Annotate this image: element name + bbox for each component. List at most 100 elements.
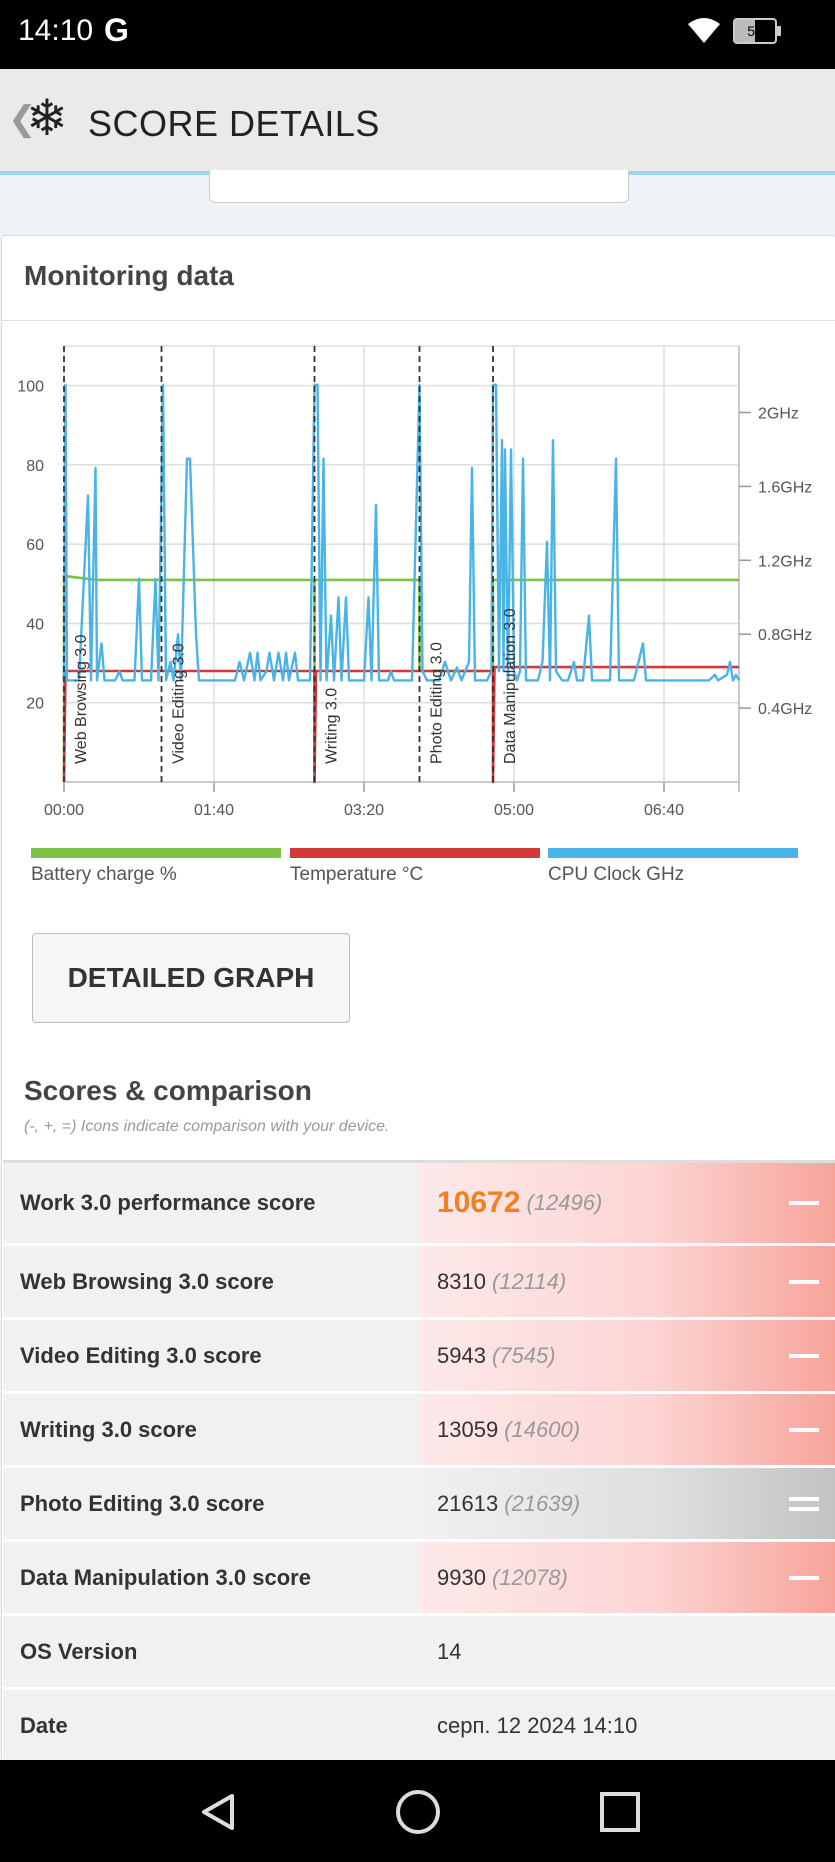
google-icon: G (104, 12, 129, 48)
equals-icon (789, 1496, 819, 1511)
legend-temperature: Temperature °C (290, 848, 540, 886)
x-tick-label: 03:20 (344, 802, 384, 819)
y-right-tick-label: 2GHz (758, 406, 799, 423)
row-value: 21613 (437, 1490, 499, 1516)
y-tick-label: 60 (26, 537, 44, 554)
row-label: Writing 3.0 score (20, 1416, 197, 1442)
legend-cpu: CPU Clock GHz (548, 848, 798, 886)
table-row: Video Editing 3.0 score 5943 (7545) (3, 1317, 835, 1391)
y-right-tick-label: 1.6GHz (758, 479, 812, 496)
segment-label: Data Manipulation 3.0 (502, 608, 519, 764)
y-tick-label: 40 (26, 616, 44, 633)
row-value: серп. 12 2024 14:10 (437, 1712, 638, 1738)
row-value: 5943 (437, 1342, 486, 1368)
minus-icon (789, 1575, 819, 1580)
nav-recents-icon[interactable] (600, 1792, 640, 1832)
row-compare: (12114) (491, 1268, 567, 1294)
table-row: Web Browsing 3.0 score 8310 (12114) (3, 1243, 835, 1317)
monitoring-chart: 20 40 60 80 100 00:00 01:40 03:20 05:00 06:40 0.4G… (17, 345, 812, 819)
nav-back-icon[interactable] (198, 1792, 238, 1832)
row-label: OS Version (20, 1638, 138, 1664)
row-label: Web Browsing 3.0 score (20, 1268, 274, 1294)
segment-label: Web Browsing 3.0 (73, 634, 90, 764)
row-value-cell: 10672 (12496) (420, 1163, 835, 1243)
x-tick-label: 00:00 (44, 802, 84, 819)
minus-icon (789, 1427, 819, 1432)
wifi-icon (688, 18, 720, 43)
row-compare: (21639) (504, 1490, 581, 1516)
table-row: OS Version 14 (3, 1613, 835, 1687)
row-value-cell: 13059 (14600) (420, 1394, 835, 1465)
scores-table: Work 3.0 performance score 10672 (12496)… (3, 1160, 835, 1761)
x-tick-label: 01:40 (194, 802, 234, 819)
navigation-bar (0, 1760, 835, 1862)
row-value-cell: 21613 (21639) (420, 1468, 835, 1539)
legend-cpu-swatch (548, 848, 798, 858)
legend-cpu-label: CPU Clock GHz (548, 864, 685, 885)
x-tick-label: 05:00 (494, 802, 534, 819)
row-label: Date (20, 1712, 68, 1738)
row-value: 10672 (437, 1186, 521, 1219)
segment-label: Writing 3.0 (324, 688, 341, 764)
nav-home-icon[interactable] (396, 1790, 440, 1834)
row-value-cell: 14 (420, 1616, 835, 1687)
table-row: Photo Editing 3.0 score 21613 (21639) (3, 1465, 835, 1539)
row-value-cell: 5943 (7545) (420, 1320, 835, 1391)
segment-label: Photo Editing 3.0 (429, 642, 446, 764)
y-tick-label: 100 (17, 379, 44, 396)
back-chevron-icon[interactable]: ❮ (8, 100, 37, 138)
y-right-tick-label: 1.2GHz (758, 553, 812, 570)
minus-icon (789, 1353, 819, 1358)
page-title: SCORE DETAILS (88, 103, 380, 144)
row-value-cell: 8310 (12114) (420, 1246, 835, 1317)
row-compare: (12496) (526, 1190, 603, 1215)
minus-icon (789, 1279, 819, 1284)
y-tick-label: 20 (26, 696, 44, 713)
legend-temperature-label: Temperature °C (290, 864, 424, 885)
monitoring-header: Monitoring data (2, 236, 835, 321)
row-value-cell: серп. 12 2024 14:10 (420, 1690, 835, 1761)
table-row: Writing 3.0 score 13059 (14600) (3, 1391, 835, 1465)
row-label: Data Manipulation 3.0 score (20, 1564, 311, 1590)
row-label: Work 3.0 performance score (20, 1190, 316, 1215)
row-label: Photo Editing 3.0 score (20, 1490, 265, 1516)
row-label: Video Editing 3.0 score (20, 1342, 262, 1368)
monitoring-card: Monitoring data 20 40 60 80 100 00:00 01:40 03:… (1, 235, 835, 1762)
status-icons: 51 (687, 18, 781, 44)
detailed-graph-button[interactable]: DETAILED GRAPH (32, 933, 350, 1023)
x-tick-label: 06:40 (644, 802, 684, 819)
row-value: 8310 (437, 1268, 486, 1294)
legend-battery-swatch (31, 848, 281, 858)
legend-battery: Battery charge % (31, 848, 281, 886)
battery-icon: 51 (733, 18, 781, 44)
table-row: Data Manipulation 3.0 score 9930 (12078) (3, 1539, 835, 1613)
plot-area (64, 346, 739, 782)
series-line-1 (62, 665, 739, 784)
minus-icon (789, 1201, 819, 1205)
app-bar: ❮ ❄ SCORE DETAILS (0, 69, 835, 175)
status-time: 14:10 (18, 14, 94, 47)
y-right-tick-label: 0.8GHz (758, 627, 812, 644)
monitoring-title: Monitoring data (24, 260, 234, 291)
row-value: 9930 (437, 1564, 486, 1590)
scores-title: Scores & comparison (24, 1075, 312, 1106)
y-tick-label: 80 (26, 458, 44, 475)
legend-battery-label: Battery charge % (31, 864, 177, 885)
row-compare: (14600) (504, 1416, 581, 1442)
row-value: 13059 (437, 1416, 499, 1442)
scores-subtitle: (-, +, =) Icons indicate comparison with… (24, 1118, 390, 1135)
row-value: 14 (437, 1638, 462, 1664)
snowflake-logo-icon: ❄ (26, 90, 68, 146)
legend-temperature-swatch (290, 848, 540, 858)
previous-card-edge (209, 170, 629, 203)
row-compare: (7545) (491, 1342, 556, 1368)
y-right-tick-label: 0.4GHz (758, 701, 812, 718)
table-row: Work 3.0 performance score 10672 (12496) (3, 1160, 835, 1243)
battery-level: 51 (747, 23, 763, 39)
row-compare: (12078) (491, 1564, 568, 1590)
table-row: Date серп. 12 2024 14:10 (3, 1687, 835, 1761)
segment-label: Video Editing 3.0 (171, 643, 188, 764)
series-line-2 (62, 383, 741, 682)
row-value-cell: 9930 (12078) (420, 1542, 835, 1613)
status-bar: 14:10 G 51 (0, 0, 835, 69)
